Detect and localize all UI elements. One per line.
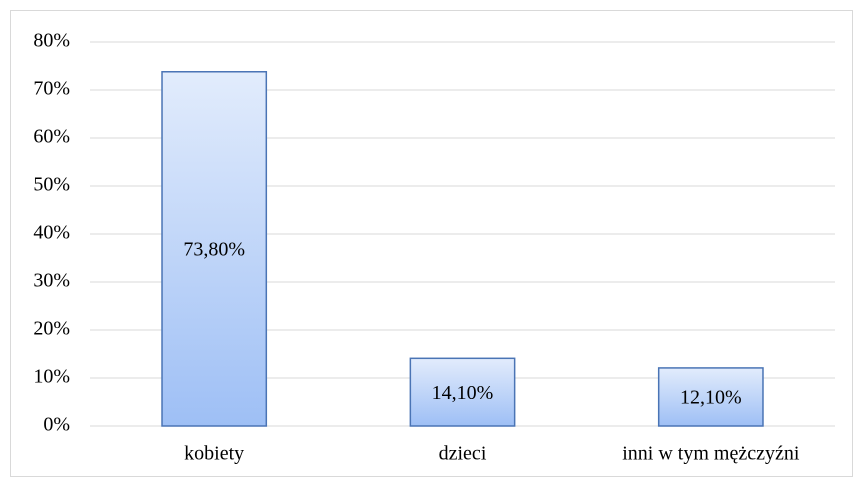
- bar: [409, 357, 516, 427]
- bar: [161, 71, 268, 427]
- y-tick-label: 70%: [33, 78, 70, 100]
- y-tick-label: 10%: [33, 366, 70, 388]
- data-label: 14,10%: [432, 382, 494, 404]
- bar: [657, 367, 764, 427]
- y-tick-label: 20%: [33, 318, 70, 340]
- x-tick-label: kobiety: [184, 443, 244, 465]
- y-tick-label: 30%: [33, 270, 70, 292]
- y-tick-label: 40%: [33, 222, 70, 244]
- y-tick-label: 50%: [33, 174, 70, 196]
- data-label: 73,80%: [183, 238, 245, 260]
- y-tick-label: 0%: [43, 414, 70, 436]
- x-tick-label: inni w tym mężczyźni: [622, 443, 800, 465]
- data-label: 12,10%: [680, 387, 742, 409]
- y-tick-label: 80%: [33, 30, 70, 52]
- x-tick-label: dzieci: [439, 443, 487, 465]
- y-tick-label: 60%: [33, 126, 70, 148]
